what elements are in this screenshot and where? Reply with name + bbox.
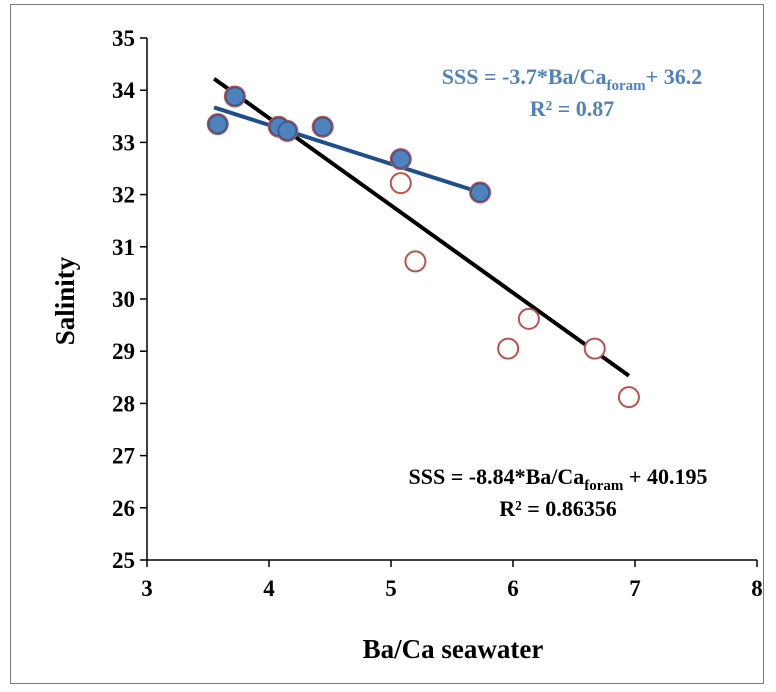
black-trend-equation: SSS = -8.84*Ba/Caforam + 40.195 — [409, 464, 708, 494]
x-tick-label: 7 — [629, 576, 641, 601]
y-tick-label: 30 — [112, 287, 135, 312]
open-circle-point — [404, 250, 427, 273]
blue-trend-r2: R² = 0.87 — [530, 96, 615, 121]
open-circle-point — [389, 172, 412, 195]
filled-circle-point — [208, 114, 228, 134]
y-tick-label: 35 — [112, 26, 135, 51]
y-tick-label: 31 — [112, 235, 135, 260]
y-tick-label: 32 — [112, 183, 135, 208]
y-tick-label: 29 — [112, 339, 135, 364]
blue-trend-equation: SSS = -3.7*Ba/Caforam+ 36.2 — [442, 64, 702, 94]
chart-area — [10, 4, 764, 684]
labels: Salinity Ba/Ca seawater SSS = -3.7*Ba/Ca… — [50, 64, 707, 664]
y-tick-label: 27 — [112, 444, 135, 469]
open-circle-point — [497, 337, 520, 360]
open-circle-point — [517, 307, 540, 330]
data-points — [206, 85, 640, 409]
y-tick-label: 26 — [112, 496, 135, 521]
open-circle-point — [617, 386, 640, 409]
black-trend-r2: R² = 0.86356 — [499, 496, 617, 521]
x-tick-label: 8 — [751, 576, 763, 601]
x-axis-title: Ba/Ca seawater — [363, 634, 544, 664]
x-tick-label: 5 — [385, 576, 397, 601]
x-tick-label: 6 — [507, 576, 519, 601]
y-tick-label: 33 — [112, 130, 135, 155]
open-circle-point — [583, 337, 606, 360]
x-tick-label: 3 — [141, 576, 153, 601]
y-tick-label: 34 — [112, 78, 136, 103]
filled-circle-point — [312, 116, 333, 137]
y-tick-label: 25 — [112, 548, 135, 573]
y-axis-title: Salinity — [50, 256, 80, 345]
filled-circle-point — [277, 121, 298, 141]
filled-circle-point — [470, 182, 490, 203]
y-tick-label: 28 — [112, 391, 135, 416]
x-tick-label: 4 — [263, 576, 275, 601]
filled-circle-point — [225, 86, 245, 107]
filled-circle-point — [391, 149, 411, 169]
blue-trendline — [213, 105, 480, 194]
